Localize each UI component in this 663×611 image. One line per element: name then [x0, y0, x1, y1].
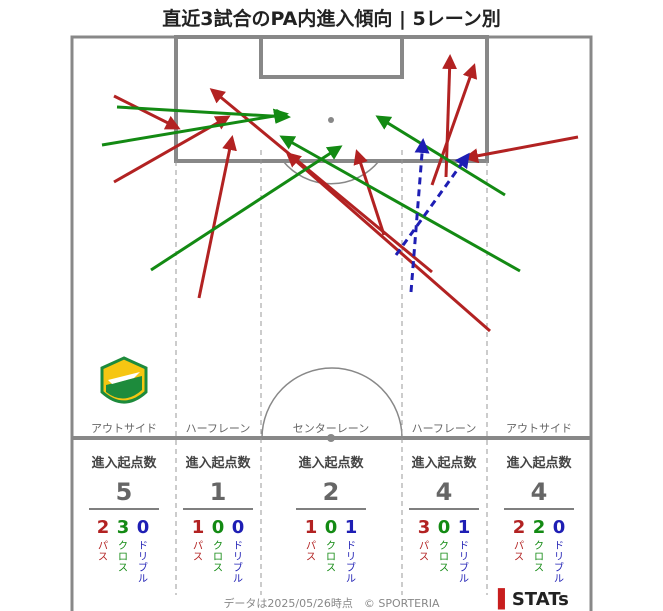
brand-name: STATs	[511, 589, 569, 610]
lane-2-cross-count: 0	[325, 517, 338, 538]
lane-2-pass-count: 1	[305, 517, 318, 538]
lane-1-dribble-count: 0	[232, 517, 245, 538]
lane-4-cross-count: 2	[533, 517, 546, 538]
lane-1-header: 進入起点数	[185, 455, 251, 471]
lane-4-pass-label: パス	[514, 540, 524, 563]
lane-name-outside-right: アウトサイド	[506, 422, 572, 435]
lane-name-halfspace-left: ハーフレーン	[186, 422, 251, 435]
lane-4-pass-count: 2	[513, 517, 526, 538]
lane-0-dribble-count: 0	[137, 517, 150, 538]
cross-arrow	[150, 145, 343, 272]
pass-arrow	[353, 149, 386, 236]
lane-stats: 進入起点数 5 2 3 0 進入起点数 1 1 0 0 進入起点数 2 1 0 …	[89, 455, 574, 538]
pass-arrow	[197, 135, 237, 299]
lane-2-dribble-label: ドリブル	[346, 541, 356, 585]
lane-3-dribble-label: ドリブル	[459, 541, 469, 585]
lane-3-cross-label: クロス	[439, 540, 449, 574]
lane-4-dribble-count: 0	[553, 517, 566, 538]
lane-dividers	[175, 150, 488, 595]
pass-arrow	[430, 63, 478, 186]
center-spot	[327, 434, 335, 442]
lane-3-cross-count: 0	[438, 517, 451, 538]
lane-1-total: 1	[210, 478, 227, 506]
lane-name-outside-left: アウトサイド	[91, 422, 157, 435]
lane-0-cross-count: 3	[117, 517, 130, 538]
goal-area	[259, 35, 404, 79]
lane-name-center: センターレーン	[293, 422, 369, 435]
penalty-arc	[282, 160, 380, 185]
dribble-arrow	[409, 138, 430, 293]
lane-2-cross-label: クロス	[326, 540, 336, 574]
team-crest-icon	[100, 356, 148, 404]
pass-arrow	[463, 135, 579, 164]
lane-3-header: 進入起点数	[411, 455, 477, 471]
pass-arrow	[442, 54, 458, 178]
lane-2-header: 進入起点数	[298, 455, 364, 471]
lane-3-pass-count: 3	[418, 517, 431, 538]
brand-mark-icon: ▌	[498, 589, 512, 610]
cross-arrow	[116, 105, 291, 124]
lane-0-cross-label: クロス	[118, 540, 128, 574]
lane-1-dribble-label: ドリブル	[233, 541, 243, 585]
lane-4-header: 進入起点数	[506, 455, 572, 471]
lane-name-halfspace-right: ハーフレーン	[412, 422, 477, 435]
cross-arrow	[375, 115, 506, 197]
lane-3-total: 4	[436, 478, 453, 506]
penalty-spot	[328, 117, 334, 123]
pass-arrow	[113, 94, 181, 130]
cross-arrow	[279, 135, 521, 273]
lane-4-dribble-label: ドリブル	[554, 541, 564, 585]
lane-0-dribble-label: ドリブル	[138, 541, 148, 585]
lane-1-pass-count: 1	[192, 517, 205, 538]
footer-credit: データは2025/05/26時点 © SPORTERIA	[223, 597, 440, 610]
lane-3-pass-label: パス	[419, 540, 429, 563]
lane-0-pass-count: 2	[97, 517, 110, 538]
cross-arrow	[101, 108, 289, 147]
dribble-arrow	[394, 152, 470, 256]
lane-2-pass-label: パス	[306, 540, 316, 563]
category-labels: パスクロスドリブルパスクロスドリブルパスクロスドリブルパスクロスドリブルパスクロ…	[98, 540, 564, 585]
pitch-lines	[70, 35, 593, 611]
lane-2-total: 2	[323, 478, 340, 506]
center-circle	[261, 367, 403, 439]
lane-0-total: 5	[116, 478, 133, 506]
lane-0-pass-label: パス	[98, 540, 108, 563]
chart-title: 直近3試合のPA内進入傾向 | 5レーン別	[162, 8, 501, 30]
lane-2-dribble-count: 1	[345, 517, 358, 538]
lane-4-total: 4	[531, 478, 548, 506]
lane-1-cross-label: クロス	[213, 540, 223, 574]
pass-arrow	[209, 88, 433, 274]
brand-logo: ▌STATs	[498, 589, 569, 610]
entry-arrows	[101, 54, 579, 333]
pass-arrow	[285, 152, 491, 333]
lane-1-cross-count: 0	[212, 517, 225, 538]
lane-0-header: 進入起点数	[91, 455, 157, 471]
lane-4-cross-label: クロス	[534, 540, 544, 574]
lane-1-pass-label: パス	[193, 540, 203, 563]
lane-3-dribble-count: 1	[458, 517, 471, 538]
